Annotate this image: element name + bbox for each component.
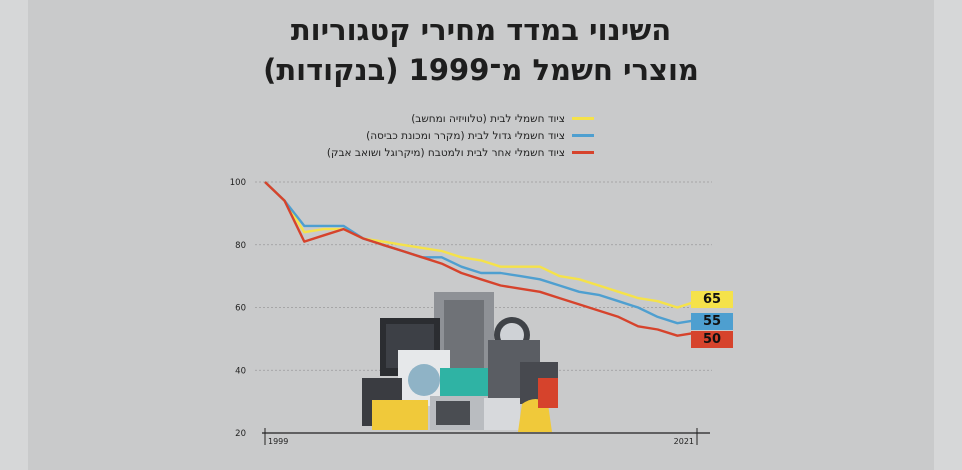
end-value-tag-yellow: 65: [691, 291, 733, 308]
end-value-tag-red: 50: [691, 331, 733, 348]
legend-item-blue: ציוד חשמלי גדול לבית (מקרר ומכונת כביסה): [254, 127, 594, 144]
chart-title: השינוי במדד מחירי קטגוריות מוצרי חשמל מ־…: [0, 10, 962, 90]
series-line-red: [264, 181, 698, 337]
series-line-blue: [264, 181, 698, 325]
legend-label-yellow: ציוד חשמלי לבית (טלוויזיה ומחשב): [411, 112, 565, 125]
appliance-shape: [538, 378, 558, 408]
case-shape: [372, 400, 428, 430]
x-tick-label-start: 1999: [268, 437, 288, 446]
microwave-window-shape: [436, 401, 470, 425]
chart-legend: ציוד חשמלי לבית (טלוויזיה ומחשב) ציוד חש…: [254, 110, 594, 161]
legend-label-blue: ציוד חשמלי גדול לבית (מקרר ומכונת כביסה): [366, 129, 565, 142]
appliance-pile-illustration: [362, 292, 558, 432]
x-tick-label-end: 2021: [674, 437, 694, 446]
end-value-tag-blue: 55: [691, 313, 733, 330]
washer-door-shape: [408, 364, 440, 396]
chart-title-line-1: השינוי במדד מחירי קטגוריות: [290, 13, 672, 47]
y-tick-label: 20: [235, 429, 246, 439]
legend-item-red: ציוד חשמלי אחר לבית ולמטבח (מיקרוגל ושוא…: [254, 144, 594, 161]
left-margin-band: [0, 0, 28, 470]
y-tick-label: 40: [235, 366, 246, 376]
series-lines: [264, 181, 698, 337]
legend-label-red: ציוד חשמלי אחר לבית ולמטבח (מיקרוגל ושוא…: [326, 146, 565, 159]
legend-swatch-red: [572, 151, 594, 154]
legend-swatch-yellow: [572, 117, 594, 120]
y-axis-ticks: 100 80 60 40 20: [230, 178, 246, 439]
legend-swatch-blue: [572, 134, 594, 137]
cabinet-door-shape: [444, 300, 484, 370]
chart-title-line-2: מוצרי חשמל מ־1999 (בנקודות): [263, 53, 699, 87]
right-margin-band: [934, 0, 962, 470]
y-tick-label: 80: [235, 241, 246, 251]
y-tick-label: 100: [230, 178, 246, 188]
legend-item-yellow: ציוד חשמלי לבית (טלוויזיה ומחשב): [254, 110, 594, 127]
oven-shape: [484, 398, 520, 430]
y-tick-label: 60: [235, 304, 246, 314]
series-line-yellow: [264, 181, 698, 309]
